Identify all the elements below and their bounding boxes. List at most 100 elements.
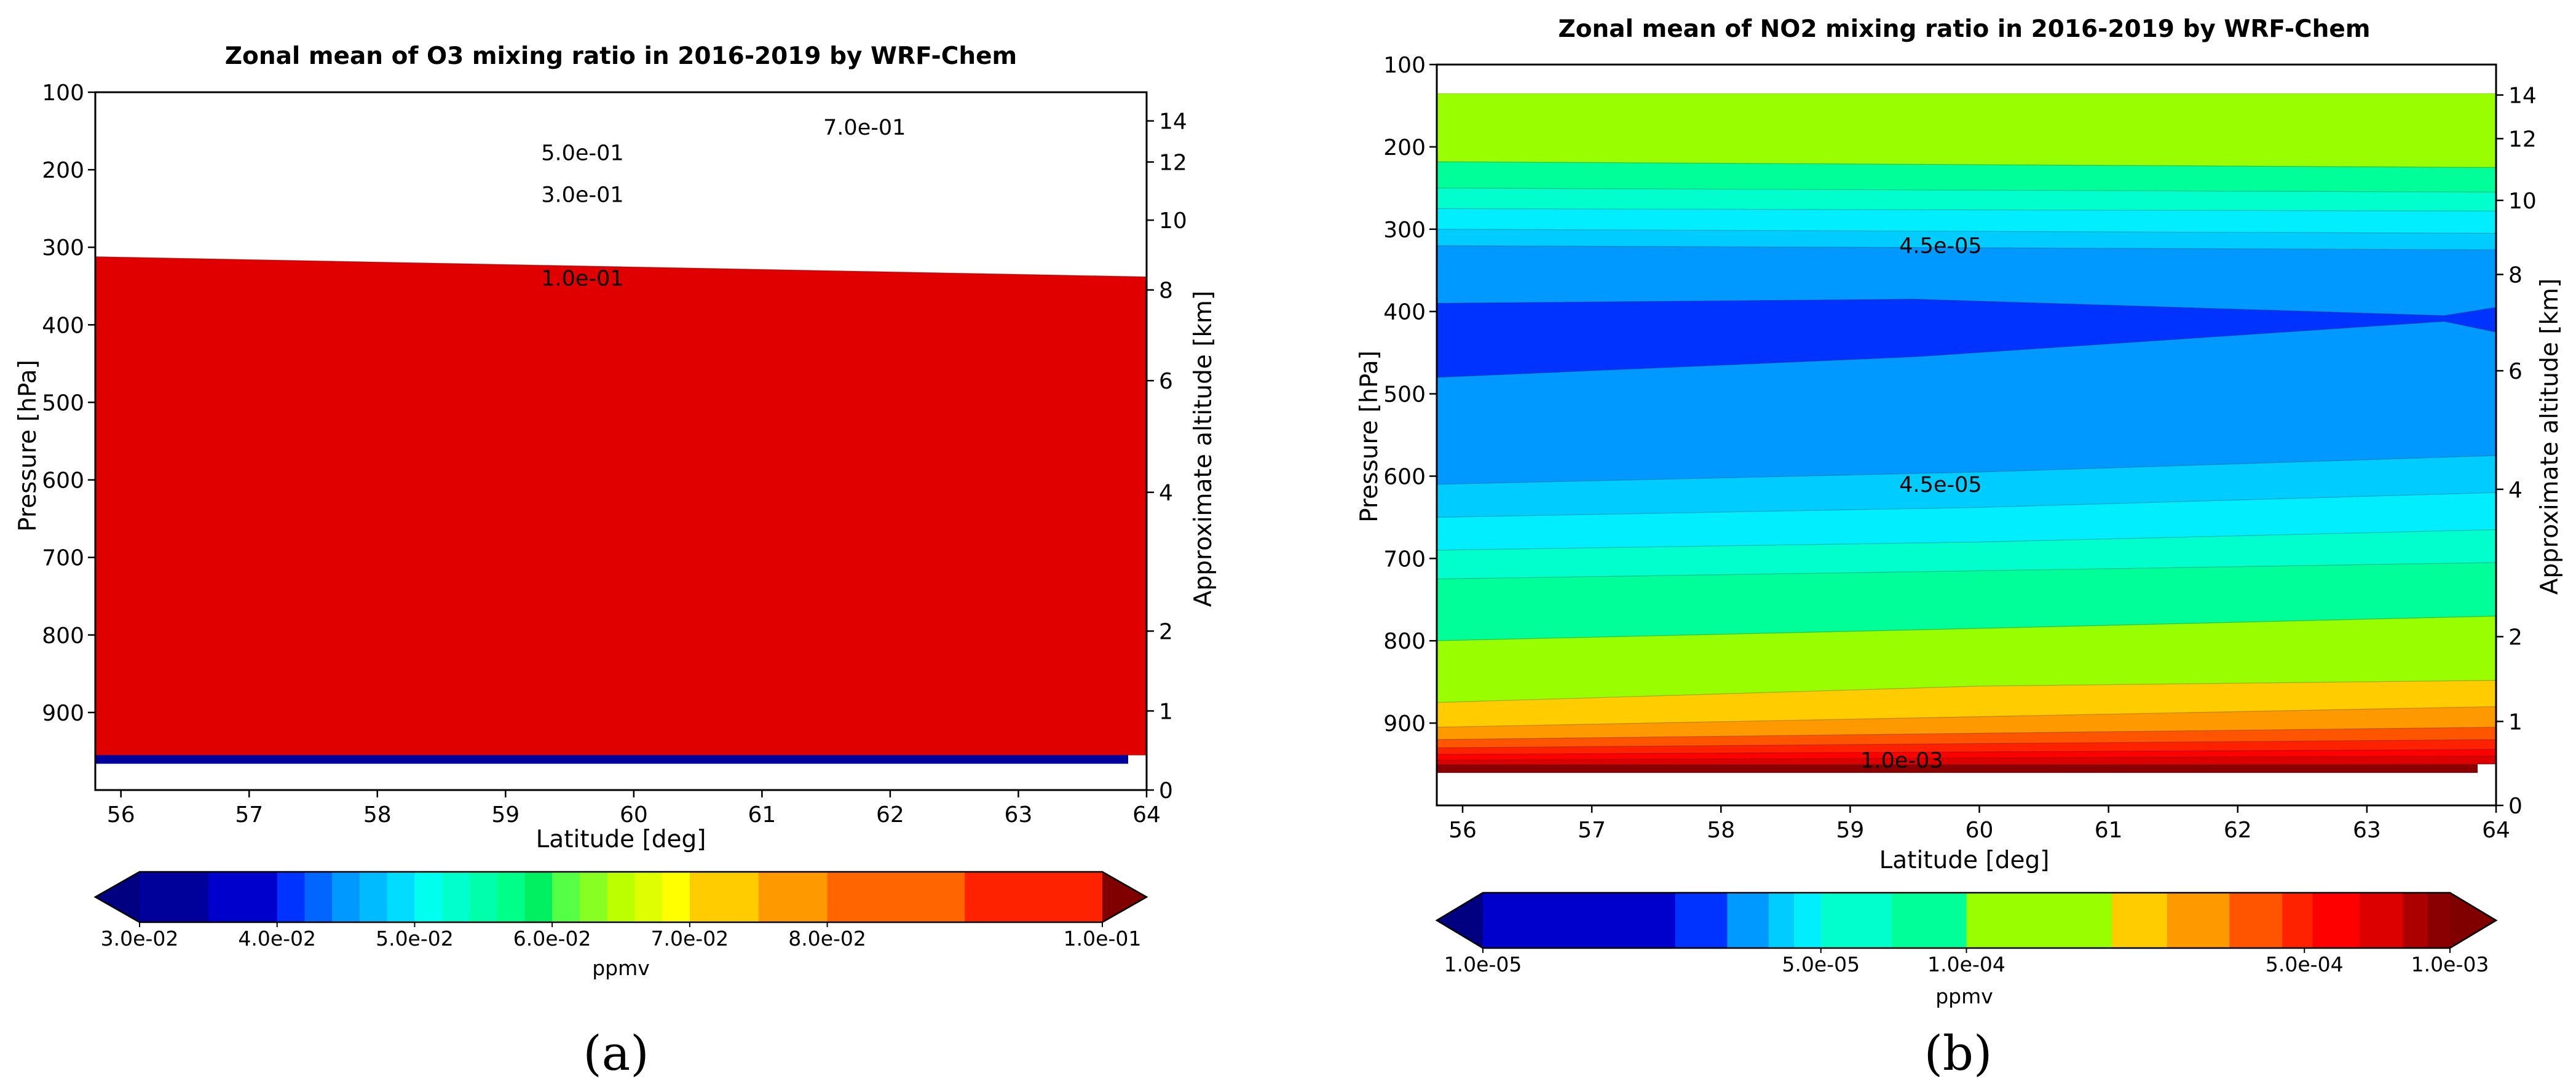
contour-fills [1437,93,2496,765]
colorbar-segment [277,872,305,922]
y-tick-label: 200 [1383,135,1426,160]
colorbar-segment [1794,893,1822,948]
y2-tick-label: 2 [2508,625,2523,650]
x-tick-label: 59 [1836,818,1864,843]
x-tick-label: 62 [876,802,904,828]
x-tick-label: 56 [1448,818,1477,843]
contour-label: 1.0e-01 [541,267,623,291]
colorbar-tick-label: 5.0e-02 [376,927,454,951]
y2-tick-label: 8 [2508,263,2523,288]
y2-tick-label: 4 [2508,478,2523,503]
colorbar-segment [469,872,498,922]
y-tick-label: 100 [42,81,84,106]
y-tick-label: 800 [42,623,84,649]
y-tick-label: 600 [1383,464,1426,489]
colorbar-segment [965,872,1103,922]
x-tick-label: 61 [2095,818,2123,843]
panel-label-b: (b) [1924,1026,1993,1081]
y2-tick-label: 10 [2508,189,2537,214]
y2-tick-label: 14 [2508,84,2537,109]
colorbar-segment [524,872,553,922]
contour-band [95,256,1147,756]
x-axis-label: Latitude [deg] [536,826,706,853]
contour-label: 4.5e-05 [1899,234,1981,259]
contour-band [1437,298,2496,378]
y-tick-label: 200 [42,158,84,183]
x-tick-label: 58 [363,802,392,828]
y-tick-label: 400 [42,313,84,338]
y-tick-label: 900 [1383,711,1426,737]
colorbar-segment [552,872,580,922]
colorbar-tick-label: 6.0e-02 [513,927,591,951]
colorbar-extend-min [1437,893,1483,948]
y2-tick-label: 2 [1159,619,1173,644]
y-tick-label: 700 [42,546,84,571]
panel-no2: Zonal mean of NO2 mixing ratio in 2016-2… [1356,15,2564,1081]
x-tick-label: 64 [2482,818,2510,843]
y-axis-label: Pressure [hPa] [14,360,42,532]
plot-frame [94,91,1148,791]
colorbar-segment [2428,893,2451,948]
colorbar-tick-label: 5.0e-05 [1782,952,1860,976]
colorbar-segment [1675,893,1728,948]
contour-label: 4.5e-05 [1899,473,1981,497]
x-tick-label: 58 [1707,818,1735,843]
colorbar-segment [2282,893,2313,948]
x-tick-label: 59 [491,802,520,828]
colorbar-tick-label: 4.0e-02 [238,927,316,951]
y2-tick-label: 6 [2508,359,2523,384]
plot-area-o3: 56 57 58 59 60 61 62 63 641002003004005006007008… [42,81,1187,828]
colorbar-segment [662,872,690,922]
panel-o3: Zonal mean of O3 mixing ratio in 2016-20… [14,42,1217,1081]
colorbar-segment [1820,893,1892,948]
colorbar-extend-max [2450,893,2496,948]
colorbar-segment [579,872,608,922]
colorbar-segment [689,872,759,922]
y-axis-label: Pressure [hPa] [1356,350,1383,523]
panel-label-a: (a) [583,1026,649,1081]
plot-area-no2: 56 57 58 59 60 61 62 63 641002003004005006007008… [1383,53,2537,843]
colorbar-unit-label: ppmv [1935,984,1993,1008]
colorbar-segment [1483,893,1676,948]
y2-axis-label: Approximate altitude [km] [1190,291,1217,607]
y2-tick-label: 1 [1159,699,1173,724]
contour-label: 1.0e-03 [1860,748,1943,773]
x-tick-label: 61 [748,802,776,828]
colorbar-segment [2112,893,2168,948]
colorbar-segment [387,872,415,922]
colorbar-segment [1891,893,1967,948]
y2-tick-label: 1 [2508,710,2523,735]
chart-title: Zonal mean of NO2 mixing ratio in 2016-2… [1558,15,2370,43]
y-tick-label: 500 [42,390,84,416]
colorbar-tick-label: 1.0e-01 [1064,927,1142,951]
colorbar-segment [634,872,663,922]
x-tick-label: 63 [2353,818,2381,843]
colorbar-segment [497,872,525,922]
colorbar-unit-label: ppmv [592,956,650,980]
y-tick-label: 500 [1383,382,1426,408]
y-tick-label: 400 [1383,300,1426,325]
y2-tick-label: 8 [1159,279,1173,304]
colorbar-segment [758,872,828,922]
x-tick-label: 64 [1132,802,1161,828]
colorbar-tick-label: 3.0e-02 [101,927,179,951]
colorbar-segment [1727,893,1769,948]
y-tick-label: 100 [1383,53,1426,78]
y-tick-label: 900 [42,701,84,726]
colorbar-o3: 3.0e-02 4.0e-02 5.0e-02 6.0e-02 7.0e-02 8.0e-… [93,871,1148,951]
y-tick-label: 300 [42,235,84,261]
colorbar-segment [2359,893,2404,948]
contour-label: 3.0e-01 [541,183,623,207]
y2-tick-label: 10 [1159,208,1187,234]
terrain-edge [1437,764,2478,773]
colorbar-segment [332,872,360,922]
colorbar-segment [208,872,278,922]
x-tick-label: 63 [1005,802,1033,828]
colorbar-segment [607,872,635,922]
colorbar-segment [1966,893,2112,948]
x-tick-label: 56 [107,802,135,828]
colorbar-segment [2167,893,2230,948]
y-tick-label: 600 [42,468,84,494]
colorbar-tick-label: 1.0e-05 [1444,952,1522,976]
terrain-edge [95,755,1128,764]
